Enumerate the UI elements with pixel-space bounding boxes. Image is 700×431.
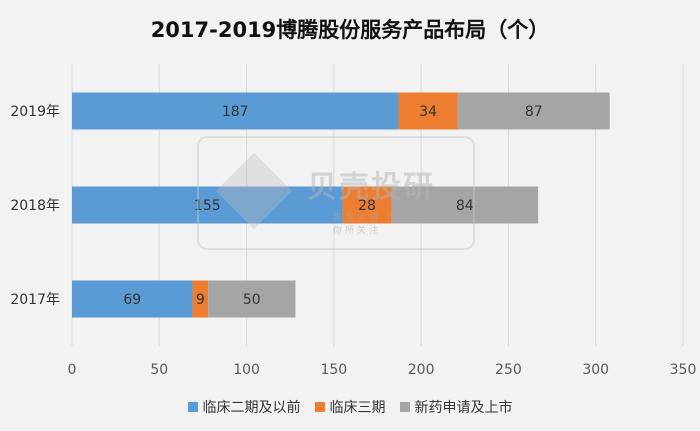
bar-segment bbox=[208, 280, 296, 318]
category-label: 2018年 bbox=[10, 198, 60, 214]
data-label: 187 bbox=[222, 104, 249, 120]
bar-group bbox=[72, 92, 610, 318]
chart-title: 2017-2019博腾股份服务产品布局（个） bbox=[150, 18, 550, 42]
x-tick-label: 0 bbox=[68, 362, 77, 378]
legend-label: 临床三期 bbox=[329, 400, 386, 416]
data-labels: 187 34 87 155 28 84 69 9 50 bbox=[123, 104, 542, 308]
category-labels: 2019年 2018年 2017年 bbox=[10, 104, 60, 308]
data-label: 34 bbox=[419, 104, 437, 120]
bar-segment bbox=[72, 280, 193, 318]
legend-item: 新药申请及上市 bbox=[399, 397, 513, 417]
legend-item: 临床二期及以前 bbox=[187, 397, 301, 417]
bar-segment bbox=[192, 280, 209, 318]
data-label: 87 bbox=[525, 104, 543, 120]
x-tick-labels: 0 50 100 150 200 250 300 350 bbox=[68, 362, 697, 378]
category-label: 2019年 bbox=[10, 104, 60, 120]
legend-swatch bbox=[314, 402, 325, 412]
legend: 临床二期及以前 临床三期 新药申请及上市 bbox=[0, 397, 700, 417]
data-label: 50 bbox=[243, 292, 261, 308]
category-label: 2017年 bbox=[10, 292, 60, 308]
x-tick-label: 150 bbox=[320, 362, 347, 378]
bar-segment bbox=[398, 92, 458, 130]
bar-segment bbox=[342, 186, 392, 224]
bar-segment bbox=[457, 92, 610, 130]
bar-segment bbox=[72, 186, 343, 224]
legend-item: 临床三期 bbox=[314, 397, 386, 417]
x-tick-label: 200 bbox=[408, 362, 435, 378]
x-tick-label: 250 bbox=[495, 362, 522, 378]
x-tick-label: 50 bbox=[150, 362, 168, 378]
x-tick-label: 300 bbox=[582, 362, 609, 378]
data-label: 69 bbox=[123, 292, 141, 308]
x-tick-label: 350 bbox=[670, 362, 697, 378]
x-tick-label: 100 bbox=[233, 362, 260, 378]
legend-swatch bbox=[399, 402, 410, 412]
data-label: 28 bbox=[358, 198, 376, 214]
bar-segment bbox=[391, 186, 539, 224]
data-label: 9 bbox=[196, 292, 205, 308]
legend-swatch bbox=[187, 402, 198, 412]
legend-label: 新药申请及上市 bbox=[414, 400, 513, 416]
data-label: 155 bbox=[194, 198, 221, 214]
data-label: 84 bbox=[456, 198, 474, 214]
legend-label: 临床二期及以前 bbox=[202, 400, 301, 416]
bar-segment bbox=[72, 92, 399, 130]
